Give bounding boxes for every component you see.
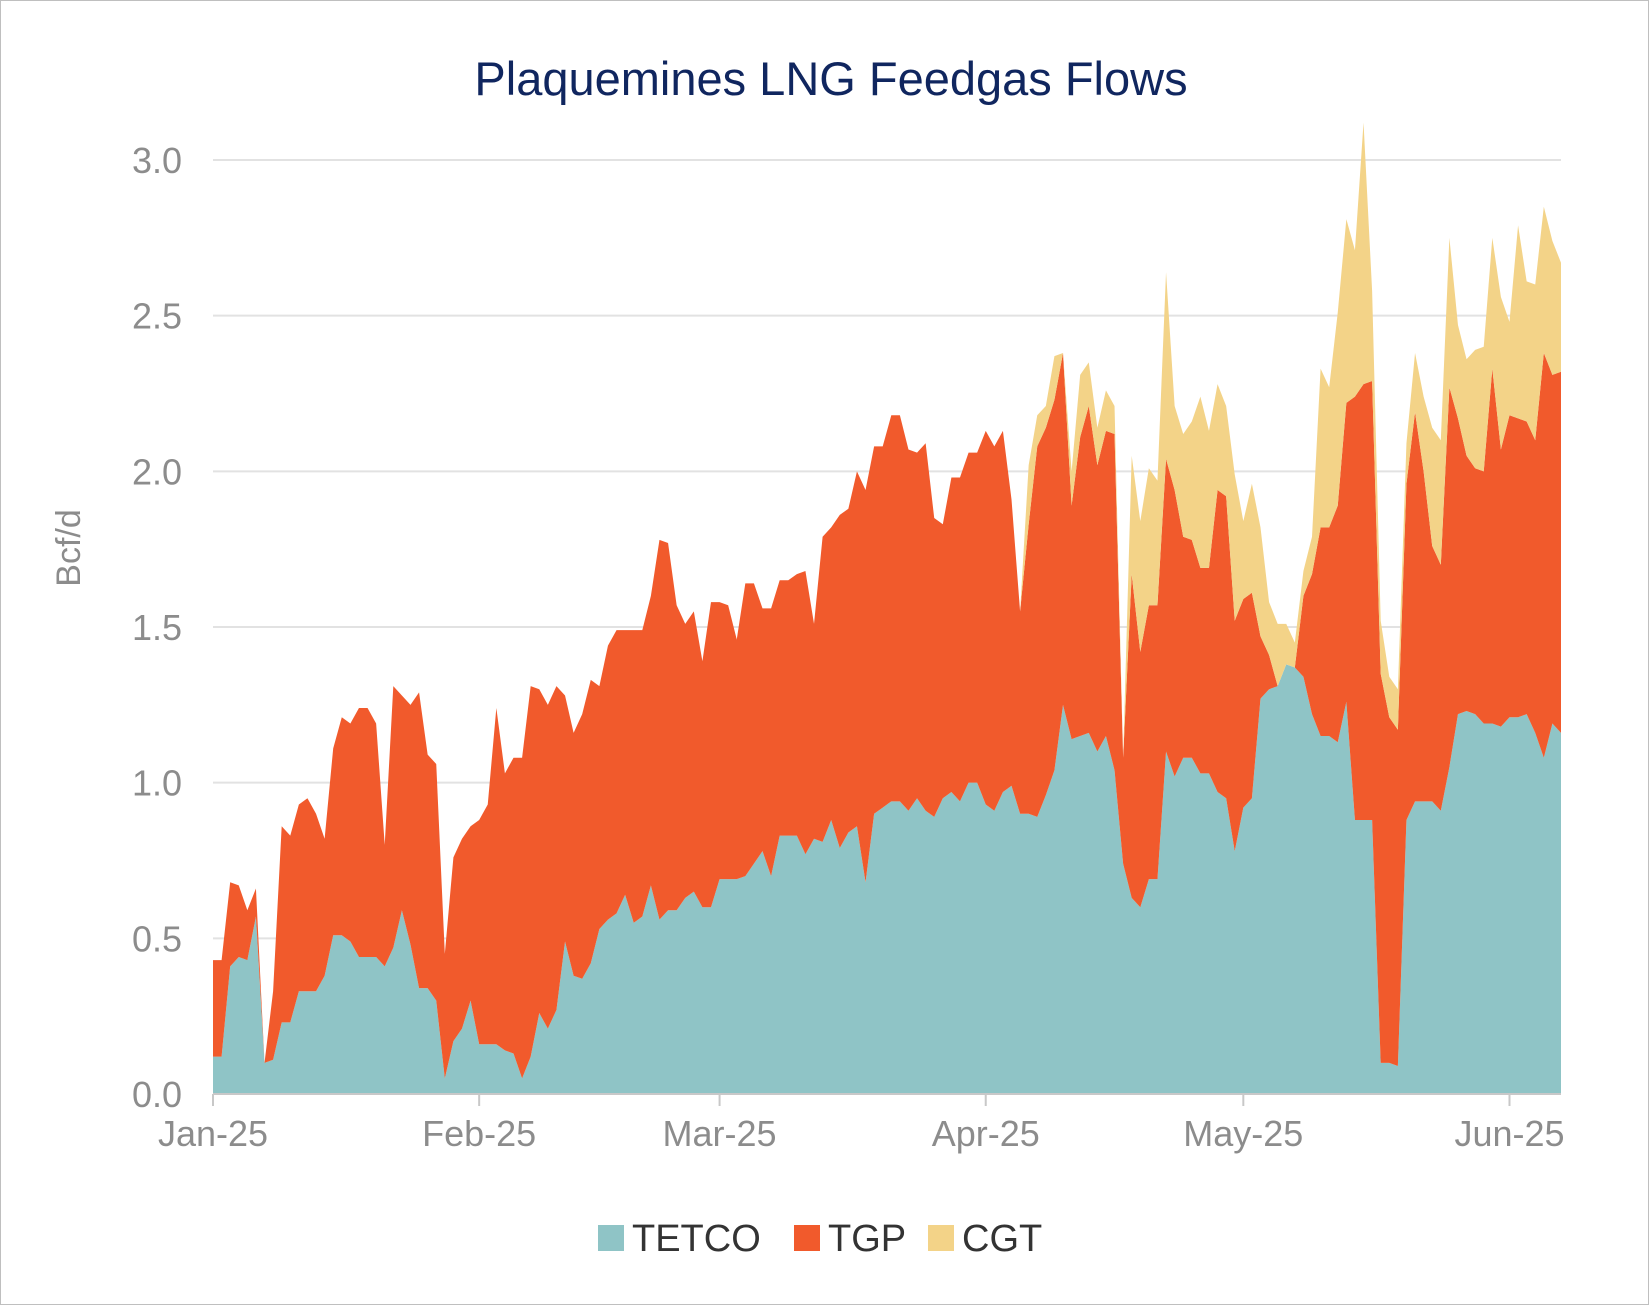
x-tick-label: Feb-25 bbox=[422, 1113, 536, 1154]
y-tick-label: 1.5 bbox=[132, 607, 182, 648]
legend-label-cgt: CGT bbox=[962, 1218, 1042, 1260]
x-tick-label: Jan-25 bbox=[158, 1113, 268, 1154]
x-tick-label: Apr-25 bbox=[932, 1113, 1040, 1154]
area-series bbox=[213, 122, 1561, 1094]
x-tick-label: Jun-25 bbox=[1454, 1113, 1564, 1154]
y-tick-label: 3.0 bbox=[132, 140, 182, 181]
y-tick-label: 2.5 bbox=[132, 296, 182, 337]
y-tick-label: 2.0 bbox=[132, 451, 182, 492]
y-tick-label: 0.0 bbox=[132, 1074, 182, 1115]
x-axis-ticks: Jan-25 Feb-25 Mar-25 Apr-25 May-25 Jun-25 bbox=[158, 1094, 1565, 1154]
area-tetco bbox=[213, 664, 1561, 1094]
legend-swatch-tetco bbox=[598, 1225, 624, 1251]
legend-swatch-tgp bbox=[794, 1225, 820, 1251]
legend-label-tetco: TETCO bbox=[632, 1218, 761, 1260]
x-tick-label: Mar-25 bbox=[663, 1113, 777, 1154]
area-tgp bbox=[213, 353, 1561, 1079]
legend-swatch-cgt bbox=[928, 1225, 954, 1251]
legend-label-tgp: TGP bbox=[828, 1218, 906, 1260]
y-axis-ticks: 0.0 0.5 1.0 1.5 2.0 2.5 3.0 bbox=[132, 140, 182, 1115]
y-axis-label: Bcf/d bbox=[50, 509, 88, 586]
y-tick-label: 1.0 bbox=[132, 763, 182, 804]
x-tick-label: May-25 bbox=[1183, 1113, 1303, 1154]
y-tick-label: 0.5 bbox=[132, 918, 182, 959]
legend: TETCO TGP CGT bbox=[598, 1218, 1042, 1260]
chart-title: Plaquemines LNG Feedgas Flows bbox=[474, 52, 1187, 105]
